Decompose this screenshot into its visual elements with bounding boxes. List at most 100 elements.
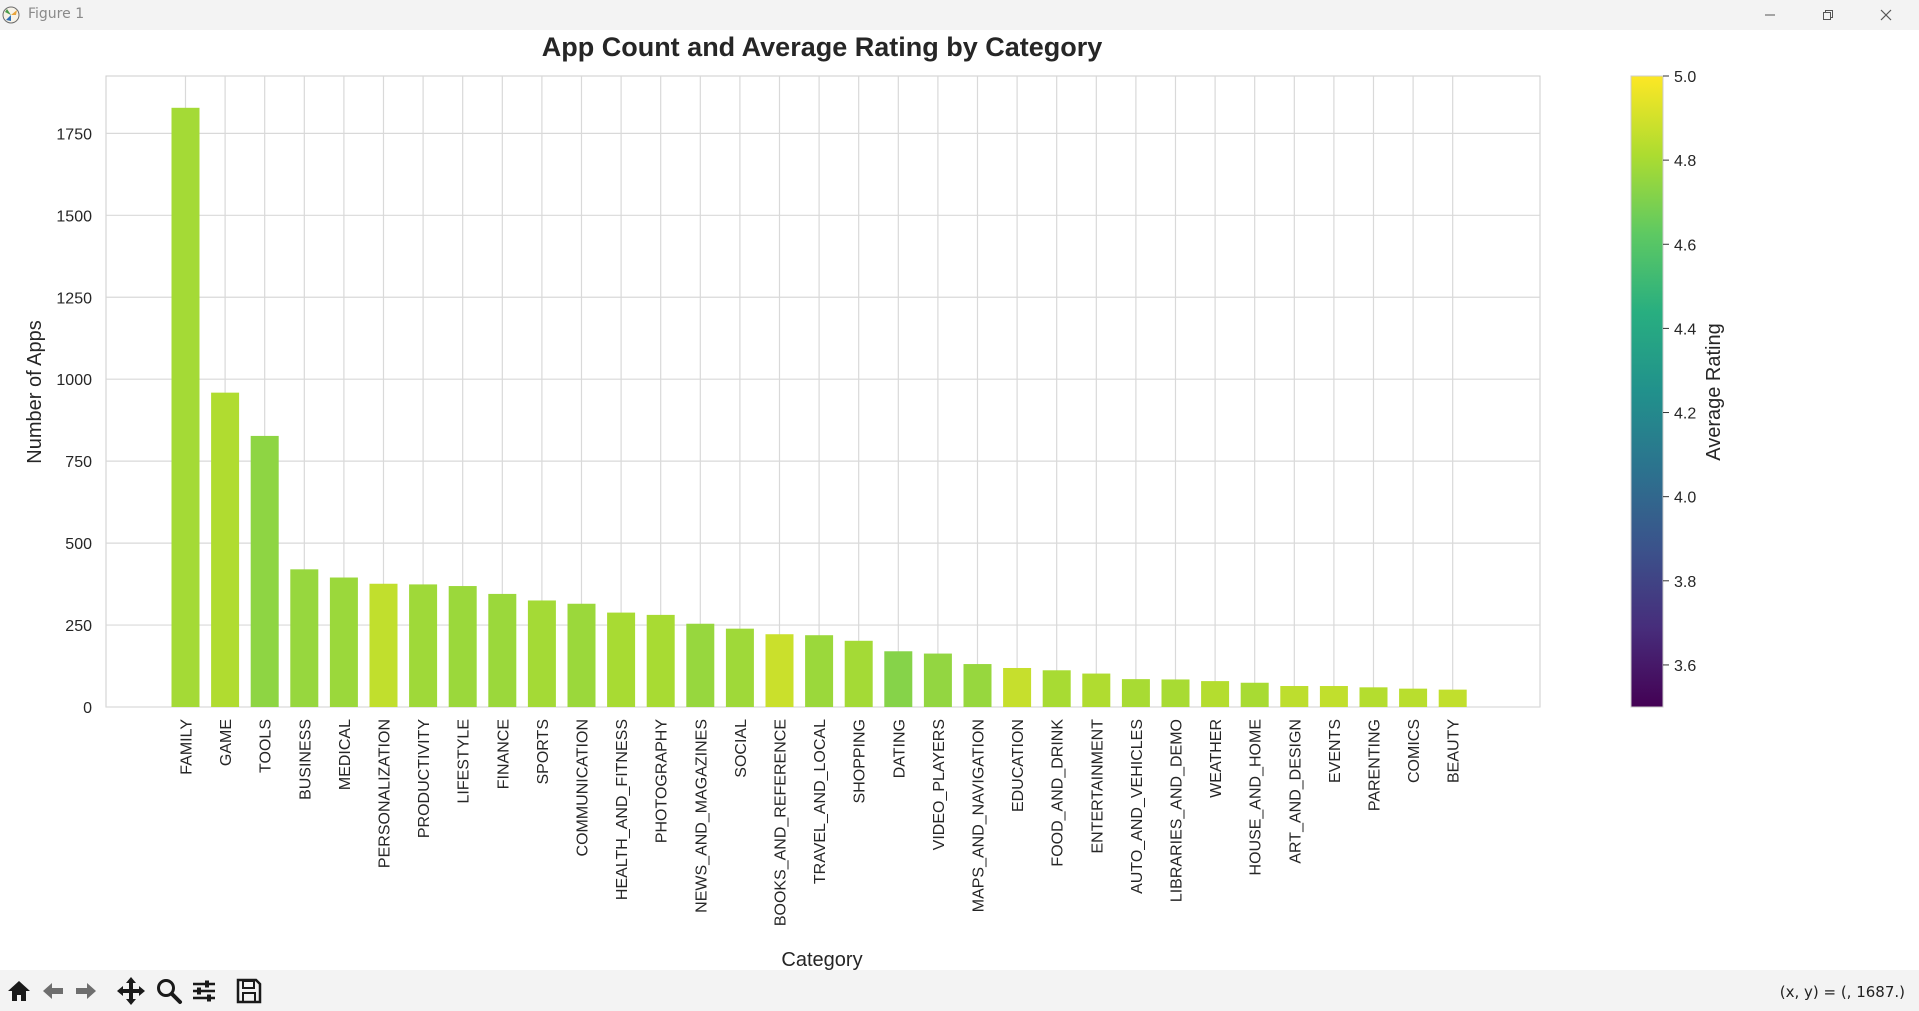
bar-food-and-drink[interactable]: [1042, 670, 1071, 707]
bar-medical[interactable]: [329, 577, 358, 707]
x-tick-label: COMICS: [1406, 719, 1423, 783]
bar-comics[interactable]: [1399, 688, 1428, 707]
y-tick-labels: 0 250 500 750 1000 1250 1500 1750: [56, 126, 92, 717]
bar-sports[interactable]: [527, 600, 556, 707]
bar-auto-and-vehicles[interactable]: [1121, 679, 1150, 707]
x-tick-label: HOUSE_AND_HOME: [1248, 719, 1265, 875]
x-tick-label: FINANCE: [495, 719, 512, 789]
bar-education[interactable]: [1003, 667, 1032, 707]
x-tick-label: EVENTS: [1327, 719, 1344, 783]
bar-weather[interactable]: [1201, 681, 1230, 707]
colorbar-label: Average Rating: [1703, 323, 1725, 461]
x-tick-label: FOOD_AND_DRINK: [1050, 719, 1067, 867]
x-axis-label: Category: [781, 949, 862, 970]
y-tick-label: 1500: [56, 208, 92, 225]
bar-entertainment[interactable]: [1082, 673, 1111, 707]
bar-books-and-reference[interactable]: [765, 634, 794, 707]
minimize-icon: [1765, 14, 1775, 16]
close-icon: [1880, 9, 1892, 21]
colorbar-tick-label: 3.8: [1674, 574, 1696, 591]
bar-beauty[interactable]: [1438, 689, 1467, 707]
x-tick-label: SHOPPING: [852, 719, 869, 803]
x-tick-label: ENTERTAINMENT: [1089, 719, 1106, 854]
bar-dating[interactable]: [884, 651, 913, 707]
y-tick-label: 1000: [56, 372, 92, 389]
x-tick-label: BUSINESS: [297, 719, 314, 800]
home-icon: [8, 981, 30, 1001]
x-tick-label: WEATHER: [1208, 719, 1225, 798]
x-tick-label: COMMUNICATION: [575, 719, 592, 856]
x-tick-label: SOCIAL: [733, 719, 750, 778]
bar-productivity[interactable]: [409, 584, 438, 707]
y-tick-label: 1750: [56, 126, 92, 143]
bar-news-and-magazines[interactable]: [686, 623, 715, 707]
save-button[interactable]: [232, 974, 266, 1008]
home-button[interactable]: [2, 974, 36, 1008]
bar-events[interactable]: [1319, 686, 1348, 707]
x-tick-label: MAPS_AND_NAVIGATION: [971, 719, 988, 912]
x-tick-label: BEAUTY: [1446, 719, 1463, 783]
colorbar-tick-labels: 3.6 3.8 4.0 4.2 4.4 4.6 4.8 5.0: [1663, 69, 1696, 675]
close-button[interactable]: [1857, 0, 1915, 30]
back-button[interactable]: [36, 974, 70, 1008]
minimize-button[interactable]: [1741, 0, 1799, 30]
x-tick-label: DATING: [891, 719, 908, 778]
x-tick-label: HEALTH_AND_FITNESS: [614, 719, 631, 900]
bar-parenting[interactable]: [1359, 687, 1388, 707]
x-tick-label: GAME: [218, 719, 235, 766]
configure-subplots-button[interactable]: [187, 974, 221, 1008]
x-tick-label: BOOKS_AND_REFERENCE: [773, 719, 790, 926]
bar-finance[interactable]: [488, 593, 517, 707]
bar-social[interactable]: [725, 628, 754, 707]
bar-travel-and-local[interactable]: [805, 635, 834, 707]
pan-button[interactable]: [114, 974, 148, 1008]
forward-button[interactable]: [69, 974, 103, 1008]
colorbar-tick-label: 4.6: [1674, 237, 1696, 254]
x-tick-label: ART_AND_DESIGN: [1287, 719, 1304, 864]
bar-house-and-home[interactable]: [1240, 682, 1269, 707]
colorbar: [1630, 75, 1664, 708]
bar-family[interactable]: [171, 107, 200, 708]
y-tick-label: 750: [65, 454, 92, 471]
bar-video-players[interactable]: [923, 653, 952, 707]
x-tick-label: NEWS_AND_MAGAZINES: [693, 719, 710, 913]
x-tick-label: VIDEO_PLAYERS: [931, 719, 948, 850]
navigation-toolbar: (x, y) = (, 1687.): [0, 970, 1919, 1011]
bar-business[interactable]: [290, 569, 319, 707]
bar-game[interactable]: [211, 392, 240, 707]
maximize-button[interactable]: [1799, 0, 1857, 30]
figure-canvas[interactable]: App Count and Average Rating by Category…: [0, 30, 1919, 971]
y-tick-label: 0: [83, 700, 92, 717]
x-tick-label: PERSONALIZATION: [377, 719, 394, 868]
app-icon: [2, 6, 20, 24]
bar-health-and-fitness[interactable]: [607, 612, 636, 707]
zoom-icon: [157, 979, 182, 1004]
y-tick-label: 500: [65, 536, 92, 553]
x-tick-label: EDUCATION: [1010, 719, 1027, 812]
bar-libraries-and-demo[interactable]: [1161, 679, 1190, 707]
x-tick-label: TOOLS: [258, 719, 275, 773]
colorbar-tick-label: 4.0: [1674, 490, 1696, 507]
plot-area: [105, 75, 1541, 708]
bar-shopping[interactable]: [844, 640, 873, 707]
zoom-button[interactable]: [152, 974, 186, 1008]
bar-communication[interactable]: [567, 603, 596, 707]
save-icon: [236, 978, 262, 1004]
x-tick-label: MEDICAL: [337, 719, 354, 790]
colorbar-tick-label: 4.8: [1674, 153, 1696, 170]
bar-art-and-design[interactable]: [1280, 686, 1309, 707]
configure-icon: [193, 980, 215, 1002]
x-tick-label: FAMILY: [179, 719, 196, 775]
bar-maps-and-navigation[interactable]: [963, 664, 992, 707]
bar-chart: App Count and Average Rating by Category…: [24, 32, 1725, 971]
x-tick-label: PHOTOGRAPHY: [654, 719, 671, 844]
forward-icon: [76, 983, 96, 999]
colorbar-tick-label: 3.6: [1674, 658, 1696, 675]
y-tick-label: 250: [65, 618, 92, 635]
bar-lifestyle[interactable]: [448, 586, 477, 707]
bars: [171, 107, 1467, 708]
bar-tools[interactable]: [250, 435, 279, 707]
bar-personalization[interactable]: [369, 583, 398, 707]
x-tick-label: TRAVEL_AND_LOCAL: [812, 719, 829, 884]
bar-photography[interactable]: [646, 614, 675, 707]
